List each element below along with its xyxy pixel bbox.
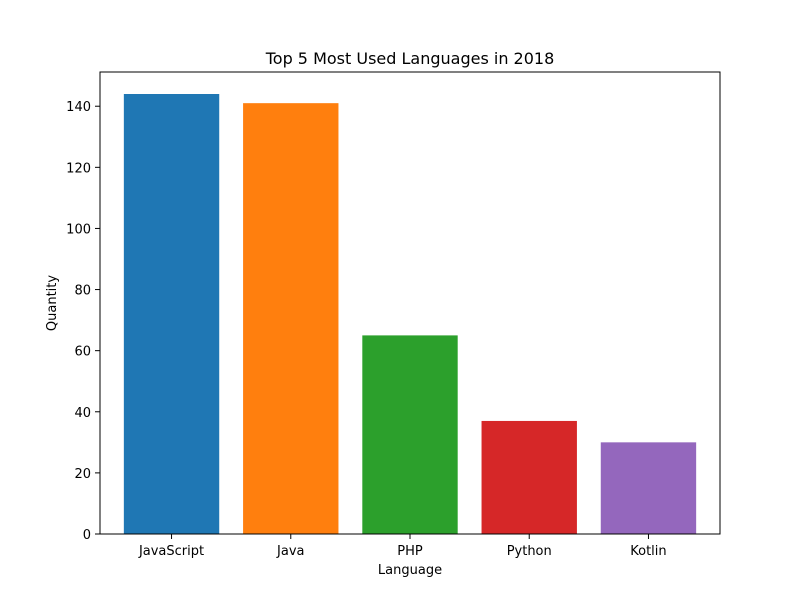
chart-title: Top 5 Most Used Languages in 2018 [265, 49, 555, 68]
bar-kotlin [600, 442, 697, 534]
plot-frame [99, 71, 721, 535]
bar-python [481, 420, 577, 534]
x-tick-label: Kotlin [630, 544, 666, 559]
bar-php [362, 335, 458, 534]
y-tick-label: 80 [74, 284, 91, 299]
y-tick-label: 120 [66, 161, 91, 176]
x-axis-ticks: JavaScript Java PHP Python Kotlin [138, 534, 667, 559]
y-tick-label: 140 [66, 100, 91, 115]
x-tick-label: PHP [397, 544, 423, 559]
y-tick-label: 20 [74, 467, 91, 482]
x-tick-label: JavaScript [138, 544, 204, 559]
x-tick-label: Java [276, 544, 304, 559]
bar-javascript [123, 94, 220, 534]
y-tick-label: 40 [74, 406, 91, 421]
y-axis-ticks: 0 20 40 60 80 100 120 140 [66, 100, 100, 543]
x-tick-label: Python [507, 544, 552, 559]
y-tick-label: 0 [83, 528, 91, 543]
y-tick-label: 60 [74, 345, 91, 360]
y-tick-label: 100 [66, 222, 91, 237]
y-axis-label: Quantity [45, 275, 60, 331]
bar-java [243, 103, 339, 535]
x-axis-label: Language [378, 563, 442, 578]
bars-group [123, 94, 697, 535]
